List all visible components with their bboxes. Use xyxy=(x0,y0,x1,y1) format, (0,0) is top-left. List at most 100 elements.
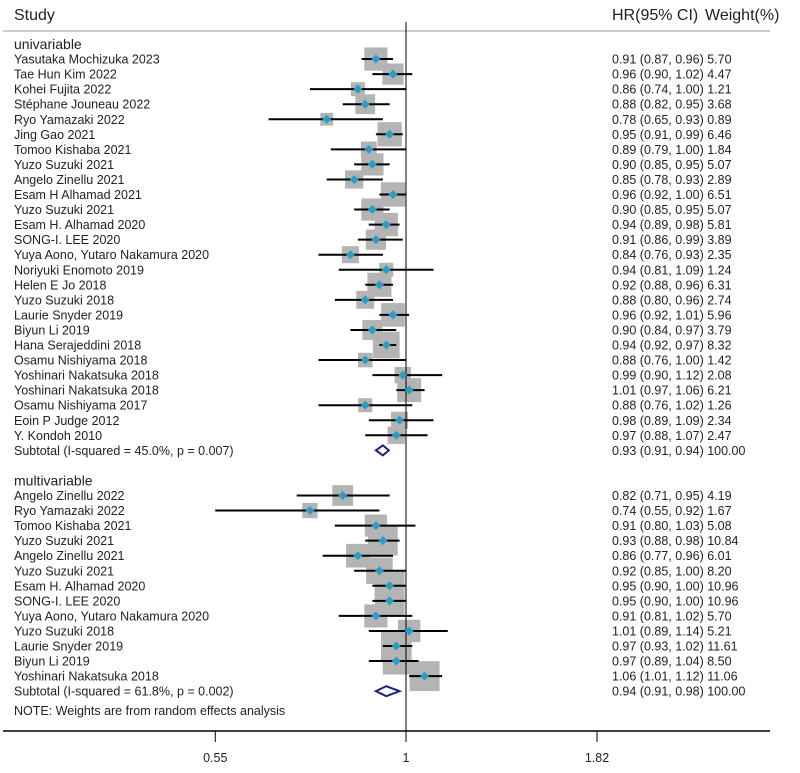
point-estimate-marker xyxy=(367,205,377,215)
study-label: Yuya Aono, Yutaro Nakamura 2020 xyxy=(14,609,209,623)
point-estimate-marker xyxy=(391,430,401,440)
study-label: SONG-I. LEE 2020 xyxy=(14,233,120,247)
study-estimate: 0.86 (0.77, 0.96) 6.01 xyxy=(612,549,732,563)
point-estimate-marker xyxy=(374,280,384,290)
study-estimate: 0.95 (0.90, 1.00) 10.96 xyxy=(612,579,739,593)
point-estimate-marker xyxy=(338,491,348,500)
study-estimate: 0.82 (0.71, 0.95) 4.19 xyxy=(612,489,732,503)
point-estimate-marker xyxy=(305,506,315,516)
point-estimate-marker xyxy=(371,521,381,531)
note-text: NOTE: Weights are from random effects an… xyxy=(14,704,285,718)
study-label: Yuzo Suzuki 2018 xyxy=(14,624,114,638)
study-label: Yasutaka Mochizuka 2023 xyxy=(14,53,160,67)
study-estimate: 0.85 (0.78, 0.93) 2.89 xyxy=(612,173,732,187)
study-label: Yuzo Suzuki 2018 xyxy=(14,293,114,307)
study-label: Eoin P Judge 2012 xyxy=(14,414,119,428)
study-label: Yuzo Suzuki 2021 xyxy=(14,534,114,548)
study-estimate: 0.92 (0.85, 1.00) 8.20 xyxy=(612,564,732,578)
study-label: Esam H. Alhamad 2020 xyxy=(14,579,145,593)
point-estimate-marker xyxy=(360,295,370,305)
subtotal-label: Subtotal (I-squared = 61.8%, p = 0.002) xyxy=(14,685,234,699)
subtotal-estimate: 0.94 (0.91, 0.98) 100.00 xyxy=(612,685,745,699)
study-estimate: 0.97 (0.89, 1.04) 8.50 xyxy=(612,655,732,669)
header-study: Study xyxy=(14,7,55,24)
study-label: Osamu Nishiyama 2018 xyxy=(14,354,147,368)
study-estimate: 0.96 (0.92, 1.01) 5.96 xyxy=(612,308,732,322)
point-estimate-marker xyxy=(367,325,377,335)
point-estimate-marker xyxy=(353,84,363,94)
study-estimate: 0.92 (0.88, 0.96) 6.31 xyxy=(612,278,732,292)
study-estimate: 0.84 (0.76, 0.93) 2.35 xyxy=(612,248,732,262)
study-estimate: 0.90 (0.85, 0.95) 5.07 xyxy=(612,158,732,172)
point-estimate-marker xyxy=(371,611,381,621)
study-estimate: 0.88 (0.80, 0.96) 2.74 xyxy=(612,293,732,307)
header-weight: Weight(%) xyxy=(705,7,779,24)
point-estimate-marker xyxy=(381,265,391,275)
point-estimate-marker xyxy=(345,250,355,260)
study-estimate: 0.88 (0.82, 0.95) 3.68 xyxy=(612,98,732,112)
point-estimate-marker xyxy=(360,355,370,365)
study-estimate: 0.95 (0.91, 0.99) 6.46 xyxy=(612,128,732,142)
study-label: Kohei Fujita 2022 xyxy=(14,83,111,97)
point-estimate-marker xyxy=(398,370,408,380)
study-label: Ryo Yamazaki 2022 xyxy=(14,504,125,518)
study-estimate: 0.91 (0.87, 0.96) 5.70 xyxy=(612,53,732,67)
study-estimate: 0.97 (0.88, 1.07) 2.47 xyxy=(612,429,732,443)
study-label: Biyun Li 2019 xyxy=(14,655,90,669)
point-estimate-marker xyxy=(388,190,398,199)
study-label: Angelo Zinellu 2021 xyxy=(14,173,125,187)
study-label: Tomoo Kishaba 2021 xyxy=(14,519,131,533)
study-estimate: 1.01 (0.89, 1.14) 5.21 xyxy=(612,624,732,638)
study-estimate: 0.91 (0.80, 1.03) 5.08 xyxy=(612,519,732,533)
point-estimate-marker xyxy=(388,310,398,320)
point-estimate-marker xyxy=(322,114,332,124)
point-estimate-marker xyxy=(385,596,395,606)
point-estimate-marker xyxy=(371,54,381,64)
point-estimate-marker xyxy=(420,671,430,681)
point-estimate-marker xyxy=(385,129,395,139)
point-estimate-marker xyxy=(388,69,398,79)
x-tick-label: 1.82 xyxy=(585,751,609,765)
subtotal-diamond xyxy=(373,685,403,698)
study-estimate: 1.06 (1.01, 1.12) 11.06 xyxy=(612,670,738,684)
study-estimate: 1.01 (0.97, 1.06) 6.21 xyxy=(612,384,732,398)
study-estimate: 0.96 (0.92, 1.00) 6.51 xyxy=(612,188,732,202)
study-label: Laurie Snyder 2019 xyxy=(14,640,123,654)
point-estimate-marker xyxy=(371,235,381,245)
study-estimate: 0.88 (0.76, 1.02) 1.26 xyxy=(612,399,732,413)
study-estimate: 0.98 (0.89, 1.09) 2.34 xyxy=(612,414,732,428)
subtotal-label: Subtotal (I-squared = 45.0%, p = 0.007) xyxy=(14,444,234,458)
point-estimate-marker xyxy=(385,581,395,591)
point-estimate-marker xyxy=(381,220,391,230)
study-label: Yoshinari Nakatsuka 2018 xyxy=(14,384,159,398)
x-tick-label: 1 xyxy=(403,751,410,765)
study-estimate: 0.93 (0.88, 0.98) 10.84 xyxy=(612,534,739,548)
study-estimate: 0.91 (0.81, 1.02) 5.70 xyxy=(612,609,732,623)
study-estimate: 0.91 (0.86, 0.99) 3.89 xyxy=(612,233,732,247)
point-estimate-marker xyxy=(367,159,377,169)
study-label: Hana Serajeddini 2018 xyxy=(14,339,141,353)
study-estimate: 0.74 (0.55, 0.92) 1.67 xyxy=(612,504,732,518)
point-estimate-marker xyxy=(360,400,370,410)
point-estimate-marker xyxy=(360,99,370,109)
study-label: Yuzo Suzuki 2021 xyxy=(14,158,114,172)
subtotal-diamond xyxy=(374,444,391,457)
point-estimate-marker xyxy=(404,385,414,395)
study-estimate: 0.96 (0.90, 1.02) 4.47 xyxy=(612,68,732,82)
point-estimate-marker xyxy=(353,551,363,561)
study-estimate: 0.99 (0.90, 1.12) 2.08 xyxy=(612,369,732,383)
study-estimate: 0.90 (0.85, 0.95) 5.07 xyxy=(612,203,732,217)
study-label: Esam H. Alhamad 2020 xyxy=(14,218,145,232)
study-label: Angelo Zinellu 2021 xyxy=(14,549,125,563)
subtotal-estimate: 0.93 (0.91, 0.94) 100.00 xyxy=(612,444,745,458)
group-label: multivariable xyxy=(14,472,93,488)
study-estimate: 0.94 (0.92, 0.97) 8.32 xyxy=(612,339,732,353)
study-estimate: 0.95 (0.90, 1.00) 10.96 xyxy=(612,594,739,608)
point-estimate-marker xyxy=(404,626,414,636)
study-label: Yuzo Suzuki 2021 xyxy=(14,564,114,578)
x-tick-label: 0.55 xyxy=(203,751,227,765)
study-label: Yoshinari Nakatsuka 2018 xyxy=(14,369,159,383)
header-hr: HR(95% CI) xyxy=(612,7,698,24)
study-estimate: 0.94 (0.81, 1.09) 1.24 xyxy=(612,263,732,277)
study-label: Tae Hun Kim 2022 xyxy=(14,68,117,82)
